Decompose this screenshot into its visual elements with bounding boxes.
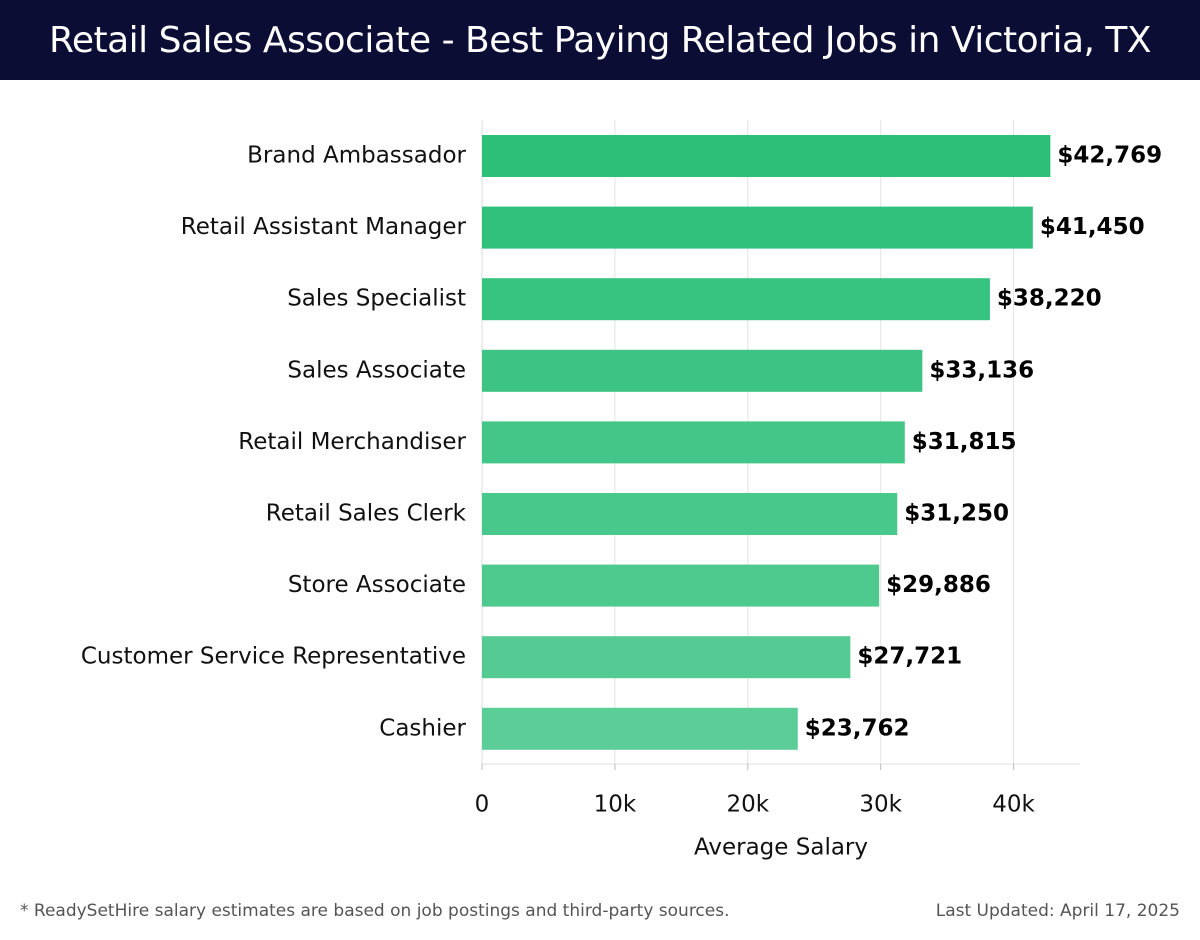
- value-label: $31,815: [912, 429, 1017, 455]
- x-tick-label: 10k: [594, 792, 637, 818]
- bar: [482, 349, 923, 392]
- value-label: $33,136: [929, 357, 1034, 383]
- bar: [482, 135, 1051, 177]
- title-banner: Retail Sales Associate - Best Paying Rel…: [0, 0, 1200, 80]
- bar: [482, 707, 798, 750]
- x-axis-label: Average Salary: [694, 835, 868, 861]
- category-label: Brand Ambassador: [247, 143, 466, 169]
- value-label: $38,220: [997, 286, 1102, 312]
- footnote: * ReadySetHire salary estimates are base…: [20, 901, 730, 921]
- category-label: Sales Associate: [287, 357, 466, 383]
- category-label: Retail Assistant Manager: [181, 214, 467, 240]
- bar: [482, 564, 880, 607]
- category-label: Customer Service Representative: [81, 644, 466, 670]
- category-label: Store Associate: [288, 572, 466, 598]
- x-tick-label: 0: [475, 792, 490, 818]
- bar: [482, 278, 990, 321]
- value-label: $29,886: [886, 572, 991, 598]
- value-label: $42,769: [1057, 143, 1162, 169]
- bar: [482, 206, 1033, 249]
- value-label: $31,250: [904, 501, 1009, 527]
- value-label: $23,762: [805, 715, 910, 741]
- last-updated: Last Updated: April 17, 2025: [935, 901, 1180, 921]
- bar: [482, 493, 898, 535]
- value-label: $27,721: [857, 644, 962, 670]
- value-label: $41,450: [1040, 214, 1145, 240]
- page-title: Retail Sales Associate - Best Paying Rel…: [48, 19, 1152, 61]
- x-tick-label: 40k: [992, 792, 1035, 818]
- bar: [482, 421, 905, 464]
- x-tick-label: 20k: [726, 792, 769, 818]
- category-label: Cashier: [379, 715, 466, 741]
- category-label: Retail Merchandiser: [238, 429, 466, 455]
- bar: [482, 636, 851, 679]
- category-label: Retail Sales Clerk: [266, 501, 467, 527]
- x-tick-label: 30k: [859, 792, 902, 818]
- category-label: Sales Specialist: [287, 286, 466, 312]
